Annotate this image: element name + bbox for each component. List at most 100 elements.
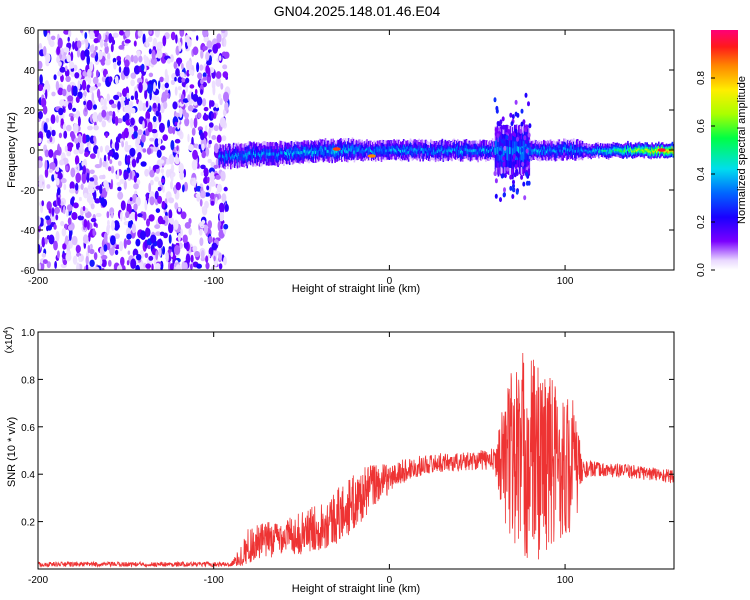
heatmap-cell bbox=[417, 145, 419, 149]
heatmap-cell bbox=[421, 144, 423, 148]
heatmap-cell bbox=[423, 153, 425, 157]
heatmap-cell bbox=[466, 153, 469, 157]
heatmap-cell bbox=[416, 146, 419, 150]
heatmap-cell bbox=[448, 145, 450, 149]
heatmap-cell bbox=[239, 150, 242, 155]
heatmap-cell bbox=[181, 261, 186, 270]
heatmap-cell bbox=[280, 150, 282, 155]
heatmap-cell bbox=[229, 163, 231, 167]
heatmap-cell bbox=[203, 106, 209, 112]
heatmap-cell bbox=[454, 150, 456, 154]
heatmap-cell bbox=[520, 121, 524, 127]
heatmap-cell bbox=[232, 142, 235, 147]
heatmap-cell bbox=[351, 146, 354, 150]
heatmap-cell bbox=[230, 145, 233, 149]
heatmap-cell bbox=[150, 234, 157, 244]
heatmap-cell bbox=[240, 156, 243, 160]
heatmap-cell bbox=[312, 156, 314, 160]
heatmap-cell bbox=[109, 183, 112, 190]
heatmap-cell bbox=[252, 159, 254, 164]
heatmap-cell bbox=[117, 186, 122, 192]
heatmap-cell bbox=[296, 150, 299, 154]
heatmap-cell bbox=[433, 141, 436, 145]
heatmap-cell bbox=[55, 115, 59, 123]
heatmap-cell bbox=[427, 141, 429, 145]
heatmap-cell bbox=[439, 152, 442, 156]
heatmap-cell bbox=[274, 148, 276, 153]
heatmap-cell bbox=[328, 153, 331, 158]
x-tick-label: -100 bbox=[204, 575, 224, 586]
heatmap-cell bbox=[116, 182, 122, 186]
heatmap-cell bbox=[330, 153, 333, 157]
heatmap-cell bbox=[276, 162, 278, 167]
heatmap-cell bbox=[82, 206, 86, 211]
heatmap-cell bbox=[317, 152, 320, 156]
colorbar-tick-label: 0.6 bbox=[696, 119, 707, 133]
heatmap-cell bbox=[86, 220, 90, 231]
heatmap-cell bbox=[330, 138, 333, 143]
heatmap-cell bbox=[388, 156, 390, 160]
heatmap-cell bbox=[453, 141, 455, 145]
heatmap-cell bbox=[282, 157, 284, 161]
heatmap-cell bbox=[65, 65, 68, 72]
heatmap-cell bbox=[310, 151, 312, 156]
y-tick-label: 0.2 bbox=[21, 518, 35, 529]
heatmap-cell bbox=[99, 259, 103, 265]
heatmap-cell bbox=[213, 125, 219, 132]
heatmap-cell bbox=[394, 145, 396, 149]
heatmap-cell bbox=[201, 150, 206, 159]
heatmap-cell bbox=[424, 142, 426, 146]
heatmap-cell bbox=[228, 162, 230, 167]
heatmap-cell bbox=[187, 105, 194, 112]
heatmap-cell bbox=[395, 157, 397, 161]
y-tick-label: 1.0 bbox=[21, 328, 35, 339]
heatmap-cell bbox=[162, 134, 168, 142]
heatmap-cell bbox=[240, 153, 243, 157]
colorbar-label: Normalized spectral amplitude bbox=[736, 76, 748, 224]
heatmap-cell bbox=[249, 147, 251, 152]
heatmap-cell bbox=[289, 159, 292, 163]
heatmap-cell bbox=[67, 95, 74, 102]
heatmap-cell bbox=[384, 142, 387, 147]
heatmap-cell bbox=[227, 146, 229, 150]
heatmap-cell bbox=[313, 156, 315, 160]
heatmap-cell bbox=[341, 146, 343, 151]
heatmap-cell bbox=[393, 149, 395, 154]
heatmap-cell bbox=[168, 154, 175, 165]
heatmap-cell bbox=[342, 153, 344, 158]
heatmap-cell bbox=[300, 144, 303, 149]
heatmap-cell bbox=[333, 143, 335, 147]
heatmap-cell bbox=[382, 140, 385, 144]
heatmap-cell bbox=[290, 149, 293, 154]
heatmap-cell bbox=[379, 142, 382, 146]
heatmap-cell bbox=[168, 197, 175, 204]
heatmap-cell bbox=[226, 143, 228, 148]
heatmap-cell bbox=[332, 150, 334, 154]
heatmap-cell bbox=[410, 147, 413, 152]
heatmap-cell bbox=[436, 155, 439, 159]
heatmap-cell bbox=[202, 72, 207, 78]
heatmap-cell bbox=[95, 212, 102, 218]
heatmap-cell bbox=[231, 160, 234, 164]
heatmap-cell bbox=[159, 231, 165, 236]
heatmap-cell bbox=[344, 155, 347, 160]
heatmap-cell bbox=[229, 159, 231, 164]
heatmap-cell bbox=[358, 155, 361, 159]
heatmap-cell bbox=[264, 157, 267, 162]
heatmap-cell bbox=[254, 159, 256, 164]
heatmap-cell bbox=[414, 141, 417, 145]
heatmap-cell bbox=[351, 149, 354, 153]
heatmap-cell bbox=[344, 140, 346, 144]
heatmap-cell bbox=[428, 146, 430, 151]
heatmap-cell bbox=[316, 147, 319, 151]
heatmap-cell bbox=[104, 58, 111, 66]
heatmap-cell bbox=[450, 154, 452, 158]
heatmap-cell bbox=[443, 149, 446, 153]
heatmap-cell bbox=[169, 263, 174, 270]
heatmap-cell bbox=[493, 171, 497, 176]
heatmap-cell bbox=[103, 102, 107, 108]
heatmap-cell bbox=[285, 160, 287, 164]
heatmap-cell bbox=[227, 152, 229, 157]
heatmap-cell bbox=[93, 104, 97, 110]
heatmap-cell bbox=[401, 152, 403, 157]
